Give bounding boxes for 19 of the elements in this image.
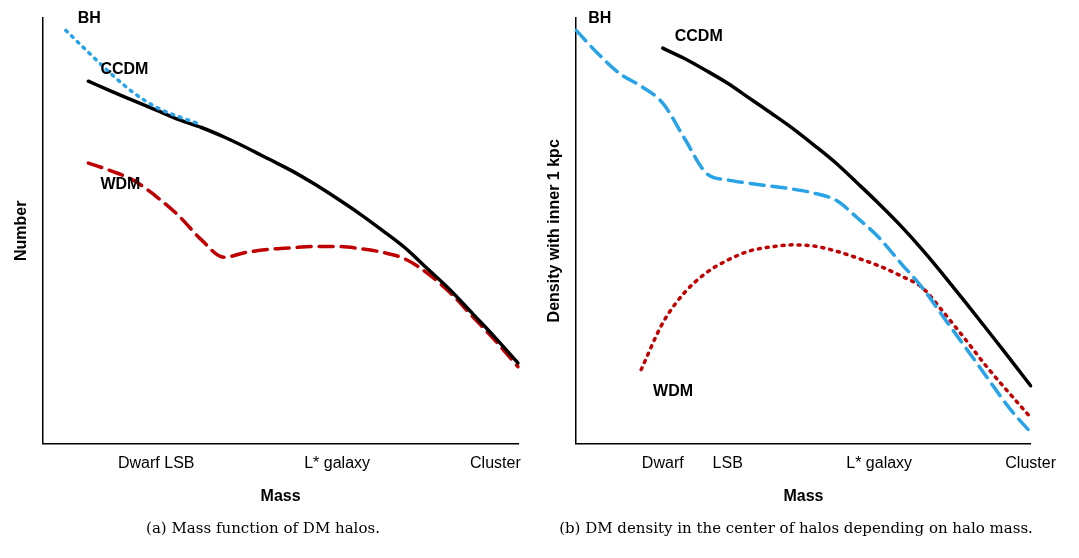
series-label: BH [588, 8, 612, 26]
x-tick-label: Cluster [1005, 453, 1057, 471]
x-axis-title: Mass [783, 486, 824, 504]
y-axis-title: Density with inner 1 kpc [545, 139, 563, 323]
x-axis-title: Mass [260, 486, 301, 504]
series-label: WDM [100, 175, 141, 193]
series-label: CCDM [100, 59, 149, 77]
series-label: CCDM [674, 26, 723, 44]
series-label: WDM [653, 382, 694, 400]
x-tick-label: L* galaxy [304, 453, 371, 471]
x-tick-label: L* galaxy [846, 453, 913, 471]
x-tick-label: LSB [712, 453, 743, 471]
x-tick-label: Cluster [470, 453, 522, 471]
series-label: BH [77, 8, 101, 26]
text: (b) DM density in the center of halos depending on halo mass. [559, 518, 1033, 537]
y-axis-title: Number [12, 200, 30, 262]
x-tick-label: Dwarf [641, 453, 685, 471]
text: (a) Mass function of DM halos. [146, 518, 380, 537]
x-tick-label: Dwarf LSB [118, 453, 195, 471]
